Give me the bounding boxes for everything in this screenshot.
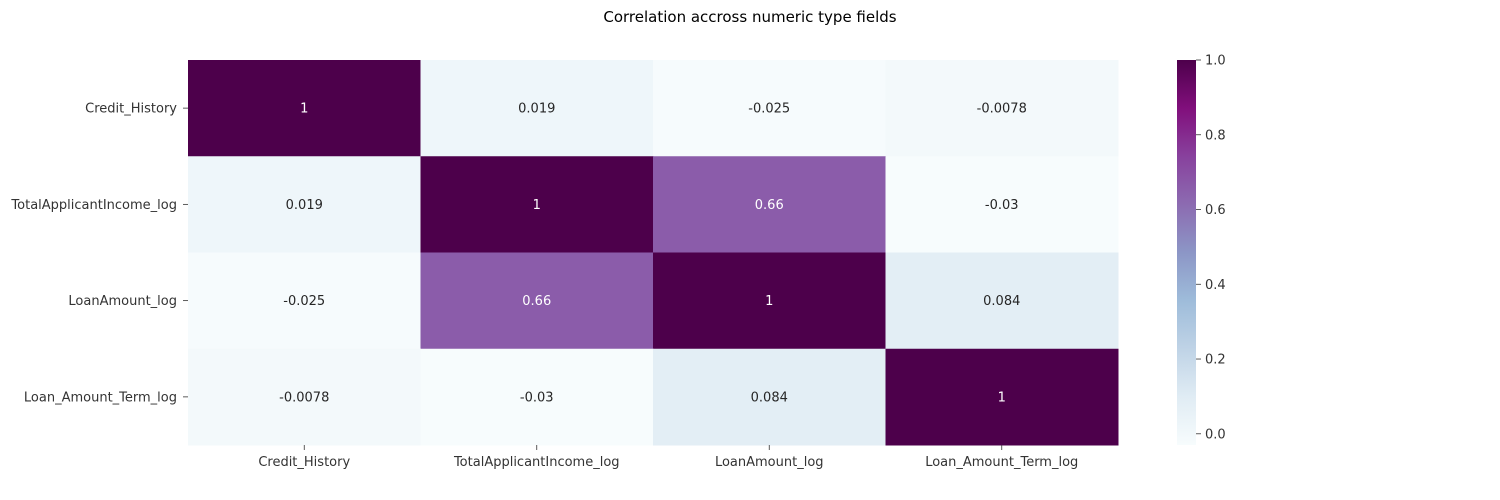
cell-annotation: 0.084: [751, 390, 788, 405]
heatmap-cell: [420, 348, 654, 446]
colorbar-tick-label: 0.6: [1205, 203, 1226, 218]
x-tick-label: TotalApplicantIncome_log: [453, 455, 620, 470]
heatmap-cells: [188, 60, 1119, 446]
cell-annotation: -0.0078: [977, 102, 1027, 117]
x-axis-ticks: Credit_History TotalApplicantIncome_log Lo…: [258, 445, 1078, 470]
cell-annotation: -0.025: [748, 102, 790, 117]
heatmap-cell: [885, 348, 1119, 446]
heatmap-cell: [885, 252, 1119, 350]
cell-annotation: -0.03: [520, 390, 554, 405]
x-tick-label: LoanAmount_log: [715, 455, 824, 470]
x-tick-label: Loan_Amount_Term_log: [925, 455, 1078, 470]
colorbar-tick-label: 0.2: [1205, 353, 1226, 368]
cell-annotation: -0.025: [283, 294, 325, 309]
heatmap-cell: [188, 348, 421, 446]
colorbar: 0.0 0.2 0.4 0.6 0.8 1.0: [1177, 54, 1226, 445]
chart-title: Correlation accross numeric type fields: [603, 8, 896, 26]
heatmap-cell: [653, 252, 886, 350]
cell-annotation: -0.0078: [279, 390, 329, 405]
y-tick-label: LoanAmount_log: [68, 294, 177, 309]
colorbar-tick-label: 0.4: [1205, 278, 1226, 293]
heatmap-cell: [188, 252, 421, 350]
y-tick-label: Credit_History: [85, 102, 177, 117]
heatmap-cell: [420, 60, 654, 157]
cell-annotation: 0.084: [983, 294, 1020, 309]
colorbar-tick-label: 1.0: [1205, 54, 1226, 69]
cell-annotation: 1: [533, 198, 541, 213]
heatmap-cell: [188, 156, 421, 253]
x-tick-label: Credit_History: [258, 455, 350, 470]
cell-annotation: 0.019: [518, 102, 555, 117]
heatmap-cell: [885, 60, 1119, 157]
heatmap-cell: [420, 156, 654, 253]
y-tick-label: TotalApplicantIncome_log: [10, 198, 177, 213]
cell-annotation: 0.019: [286, 198, 323, 213]
cell-annotation: 1: [300, 102, 308, 117]
heatmap-cell: [653, 156, 886, 253]
cell-annotation: -0.03: [985, 198, 1019, 213]
cell-annotation: 0.66: [522, 294, 551, 309]
colorbar-tick-label: 0.8: [1205, 128, 1226, 143]
cell-annotation: 1: [998, 390, 1006, 405]
heatmap-cell: [188, 60, 421, 157]
heatmap-annotations: 1 0.019 -0.025 -0.0078 0.019 1 0.66 -0.03 -0.025…: [279, 102, 1027, 406]
heatmap-cell: [420, 252, 654, 350]
heatmap-cell: [653, 60, 886, 157]
y-axis-ticks: Credit_History TotalApplicantIncome_log Lo…: [10, 102, 188, 405]
cell-annotation: 1: [765, 294, 773, 309]
y-tick-label: Loan_Amount_Term_log: [24, 390, 177, 405]
colorbar-gradient: [1177, 60, 1196, 445]
heatmap-cell: [653, 348, 886, 446]
heatmap-cell: [885, 156, 1119, 253]
colorbar-tick-label: 0.0: [1205, 427, 1226, 442]
cell-annotation: 0.66: [755, 198, 784, 213]
